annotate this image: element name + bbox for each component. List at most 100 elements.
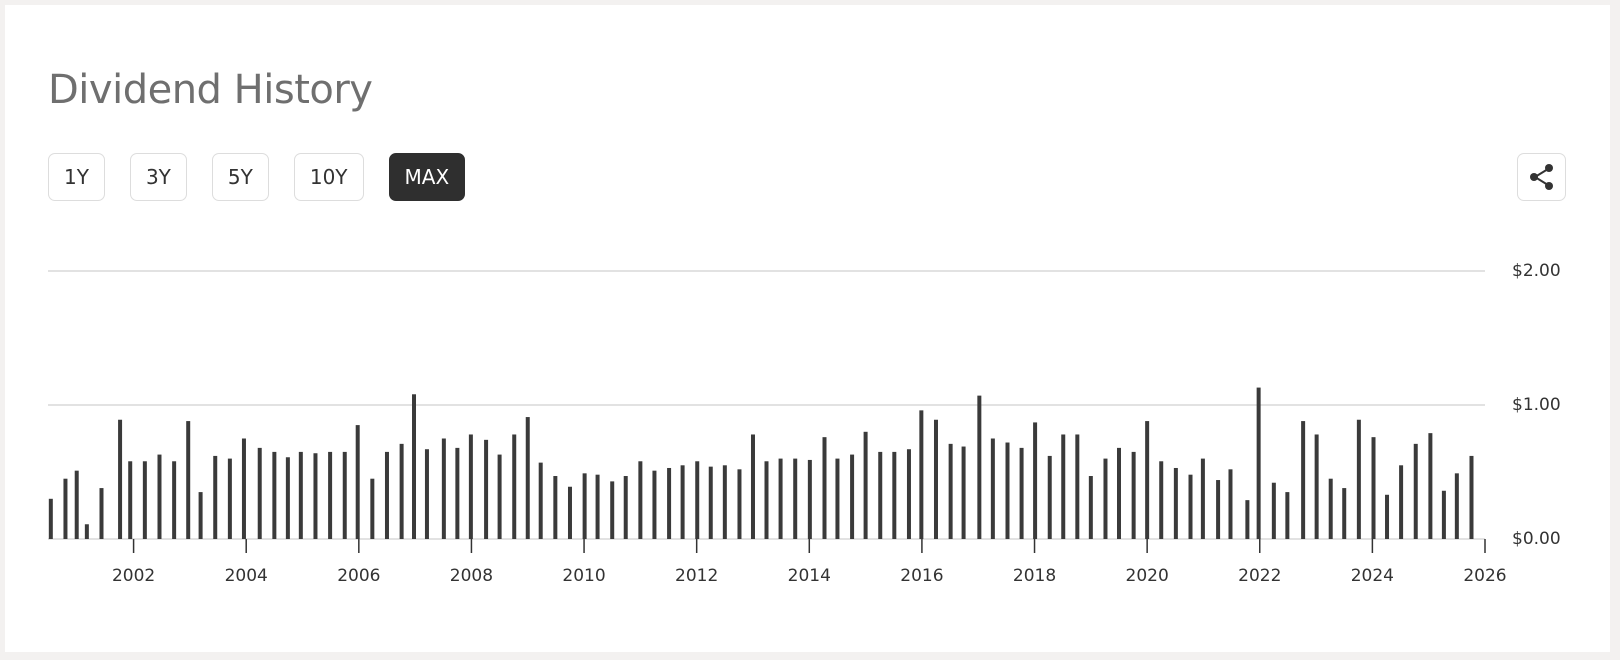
bar xyxy=(384,451,389,539)
bar xyxy=(441,438,446,539)
bar xyxy=(1285,492,1290,539)
bar xyxy=(1356,419,1361,539)
bar xyxy=(933,419,938,539)
bar xyxy=(1228,469,1233,539)
bar xyxy=(807,459,812,539)
bar xyxy=(468,434,473,539)
bar xyxy=(48,498,53,539)
y-tick-label: $2.00 xyxy=(1512,261,1561,281)
bar xyxy=(863,431,868,539)
bar xyxy=(355,425,360,539)
bar xyxy=(680,465,685,539)
share-icon xyxy=(1530,164,1553,190)
bar xyxy=(708,466,713,539)
x-tick-label: 2018 xyxy=(1013,566,1056,586)
bar xyxy=(722,465,727,539)
range-button[interactable]: 10Y xyxy=(293,153,364,201)
bar xyxy=(1385,494,1390,539)
bar xyxy=(1245,500,1250,539)
bar xyxy=(128,461,133,539)
card: Dividend History 1Y 3Y 5Y 10Y MAX $0.00 $1.00… xyxy=(5,5,1610,652)
bar xyxy=(538,462,543,539)
bar xyxy=(512,434,517,539)
bar xyxy=(1116,447,1121,539)
bar xyxy=(1428,433,1433,539)
x-tick-label: 2020 xyxy=(1126,566,1169,586)
x-tick-label: 2022 xyxy=(1238,566,1281,586)
bar xyxy=(1005,442,1010,539)
bar xyxy=(84,524,89,539)
y-tick-label: $1.00 xyxy=(1512,395,1561,415)
bar xyxy=(1441,490,1446,539)
bar xyxy=(1301,421,1306,539)
bar xyxy=(1173,467,1178,539)
bar xyxy=(948,443,953,539)
bar xyxy=(990,438,995,539)
bar xyxy=(1328,478,1333,539)
bar xyxy=(1131,451,1136,539)
x-tick-label: 2012 xyxy=(675,566,718,586)
bar xyxy=(1342,488,1347,539)
bar xyxy=(1399,465,1404,539)
bar xyxy=(1075,434,1080,539)
bar xyxy=(186,421,191,539)
y-tick-label: $0.00 xyxy=(1512,529,1561,549)
x-tick-label: 2008 xyxy=(450,566,493,586)
bar xyxy=(750,434,755,539)
bar xyxy=(1047,455,1052,539)
x-tick-label: 2006 xyxy=(337,566,380,586)
bar xyxy=(484,439,489,539)
bar xyxy=(1019,447,1024,539)
bar xyxy=(652,470,657,539)
x-tick-label: 2016 xyxy=(900,566,943,586)
bar xyxy=(906,449,911,539)
bar xyxy=(835,458,840,539)
bar xyxy=(667,467,672,539)
bar xyxy=(778,458,783,539)
x-tick-label: 2010 xyxy=(562,566,605,586)
bar xyxy=(1371,437,1376,539)
bar xyxy=(328,451,333,539)
bar xyxy=(1033,422,1038,539)
bar xyxy=(118,419,123,539)
bar xyxy=(1200,458,1205,539)
bar xyxy=(1314,434,1319,539)
bar xyxy=(764,461,769,539)
share-button[interactable] xyxy=(1517,153,1566,201)
bar xyxy=(63,478,68,539)
bar xyxy=(695,461,700,539)
bar xyxy=(399,443,404,539)
range-button[interactable]: 3Y xyxy=(129,153,187,201)
bar xyxy=(1216,480,1221,539)
bar xyxy=(198,492,203,539)
bar xyxy=(1088,476,1093,539)
bar xyxy=(272,451,277,539)
range-button[interactable]: 1Y xyxy=(48,153,105,201)
range-button[interactable]: 5Y xyxy=(211,153,269,201)
bar xyxy=(737,469,742,539)
bar xyxy=(1103,458,1108,539)
bar xyxy=(1469,455,1474,539)
bar xyxy=(850,454,855,539)
bar xyxy=(424,449,429,539)
bar xyxy=(878,451,883,539)
bar xyxy=(1061,434,1066,539)
bar xyxy=(74,470,79,539)
bar xyxy=(793,458,798,539)
bar xyxy=(822,437,827,539)
bar xyxy=(342,451,347,539)
bar xyxy=(172,461,177,539)
bar xyxy=(157,454,162,539)
range-button[interactable]: MAX xyxy=(388,153,466,201)
bar xyxy=(977,395,982,539)
x-tick-label: 2026 xyxy=(1463,566,1506,586)
bar xyxy=(1413,443,1418,539)
bar xyxy=(1271,482,1276,539)
bar xyxy=(1454,473,1459,539)
bar xyxy=(961,446,966,539)
bar xyxy=(99,488,104,539)
bar xyxy=(623,476,628,539)
bar xyxy=(582,473,587,539)
bar xyxy=(567,486,572,539)
